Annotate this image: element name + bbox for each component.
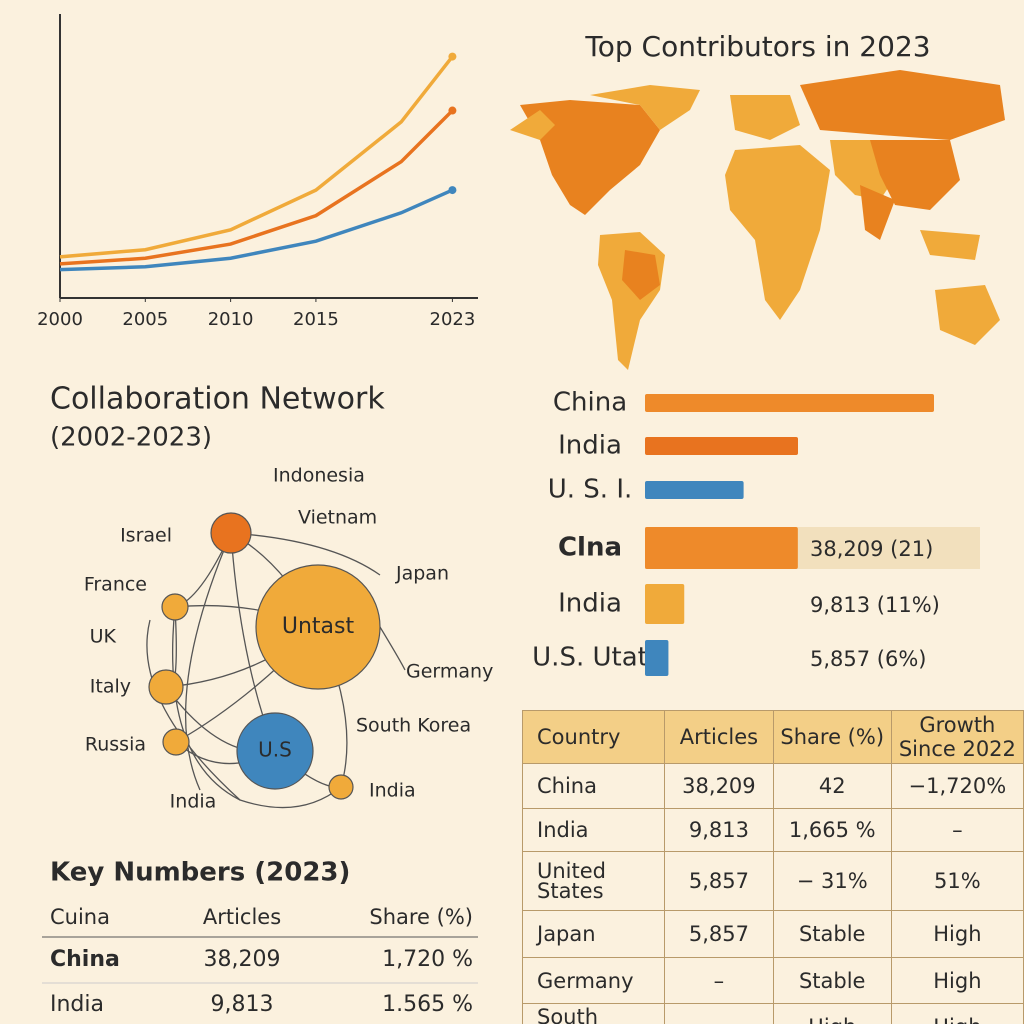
key-header: Cuina xyxy=(50,905,110,929)
node-label: Untast xyxy=(282,614,355,639)
table-cell: 51% xyxy=(890,851,1024,911)
table-cell: −1,720% xyxy=(890,763,1024,809)
network-node xyxy=(148,669,184,705)
key-cell: 1.565 % xyxy=(382,992,473,1017)
network-label: France xyxy=(84,574,147,596)
network-node xyxy=(236,712,314,790)
value-label: 38,209 (21) xyxy=(810,537,933,561)
x-tick-label: 2010 xyxy=(208,309,254,330)
table-cell: Country xyxy=(521,710,666,764)
network-label: South Korea xyxy=(356,715,471,737)
table-cell: 1,665 % xyxy=(772,808,892,852)
bar-label: India xyxy=(558,589,622,619)
table-row: United States 5,857− 31% 51% xyxy=(521,851,1024,911)
table-row: Germany – Stable High xyxy=(521,957,1024,1004)
table-cell: India xyxy=(521,808,666,852)
bar-label: U. S. I. xyxy=(548,475,633,505)
x-tick-label: 2000 xyxy=(37,309,83,330)
table-row: China 38,209 42 −1,720% xyxy=(521,763,1024,809)
key-header: Share (%) xyxy=(369,905,473,929)
end-point xyxy=(448,52,457,61)
table-cell: South Kicca xyxy=(521,1003,666,1024)
network-label: Germany xyxy=(406,661,493,683)
bar-label: India xyxy=(558,431,622,461)
network-subtitle: (2002-2023) xyxy=(50,423,212,453)
network-title: Collaboration Network xyxy=(50,382,385,417)
table-cell: 5,857 xyxy=(664,851,774,911)
bar xyxy=(645,527,798,569)
end-point xyxy=(448,186,457,195)
network-node xyxy=(162,728,190,756)
table-cell: Growth Since 2022 xyxy=(890,710,1024,764)
network-node xyxy=(255,564,381,690)
table-cell: 38,209 xyxy=(664,763,774,809)
table-cell: High xyxy=(890,957,1024,1004)
end-point xyxy=(448,106,457,115)
network-node xyxy=(328,774,354,800)
network-label: Russia xyxy=(85,734,146,756)
key-header: Articles xyxy=(203,905,281,929)
network-node xyxy=(161,593,189,621)
series-line xyxy=(59,109,454,266)
table-header: Country Articles Share (%) Growth Since 202… xyxy=(521,710,1024,764)
table-row: India 9,813 1,665 % – xyxy=(521,808,1024,852)
key-numbers-title: Key Numbers (2023) xyxy=(50,858,350,888)
bar xyxy=(645,394,934,412)
table-cell: – xyxy=(664,957,774,1004)
bar xyxy=(645,584,685,624)
network-label: Indonesia xyxy=(273,465,365,487)
key-cell: India xyxy=(50,992,104,1017)
world-map xyxy=(510,70,1005,370)
table-cell: – xyxy=(890,808,1024,852)
x-tick-label: 2023 xyxy=(430,309,476,330)
table-cell: Articles xyxy=(664,710,774,764)
table-cell: Germany xyxy=(521,957,666,1004)
table-cell: High xyxy=(890,1003,1024,1024)
table-cell: − 31% xyxy=(772,851,892,911)
network-label: Vietnam xyxy=(298,507,377,529)
table-cell: China xyxy=(521,763,666,809)
network-label: Japan xyxy=(395,563,449,585)
network-label: India xyxy=(369,780,416,802)
table-cell: High xyxy=(772,1003,892,1024)
key-cell: 1,720 % xyxy=(382,947,473,972)
table-cell: Share (%) xyxy=(772,710,892,764)
country-table: Country Articles Share (%) Growth Since 202… xyxy=(521,710,1024,1024)
map-title: Top Contributors in 2023 xyxy=(584,30,930,63)
table-cell: High xyxy=(890,910,1024,958)
value-label: 9,813 (11%) xyxy=(810,593,940,617)
key-cell: China xyxy=(50,947,120,972)
network-label: Italy xyxy=(90,676,131,698)
value-label: 5,857 (6%) xyxy=(810,647,927,671)
bar xyxy=(645,640,669,676)
table-cell: 42 xyxy=(772,763,892,809)
series-line xyxy=(59,188,454,272)
series-line xyxy=(59,55,454,259)
network-label: UK xyxy=(90,626,117,648)
table-row: South Kicca–HighHigh xyxy=(521,1003,1024,1024)
table-cell: United States xyxy=(521,851,666,911)
bar-label: China xyxy=(553,388,627,418)
bar-label: U.S. Utat xyxy=(532,643,648,673)
network-label: India xyxy=(170,791,217,813)
table-cell: Stable xyxy=(772,957,892,1004)
key-cell: 38,209 xyxy=(204,947,281,972)
table-cell: 5,857 xyxy=(664,910,774,958)
table-row: Japan 5,857 Stable High xyxy=(521,910,1024,958)
x-tick-label: 2005 xyxy=(122,309,168,330)
table-cell: Japan xyxy=(521,910,666,958)
node-label: U.S xyxy=(258,738,292,762)
bar xyxy=(645,437,798,455)
bar-label: Clna xyxy=(558,533,622,563)
bar xyxy=(645,481,744,499)
key-cell: 9,813 xyxy=(211,992,274,1017)
table-cell: – xyxy=(664,1003,774,1024)
x-tick-label: 2015 xyxy=(293,309,339,330)
table-cell: 9,813 xyxy=(664,808,774,852)
network-node xyxy=(210,512,252,554)
network-label: Israel xyxy=(120,525,172,547)
table-cell: Stable xyxy=(772,910,892,958)
